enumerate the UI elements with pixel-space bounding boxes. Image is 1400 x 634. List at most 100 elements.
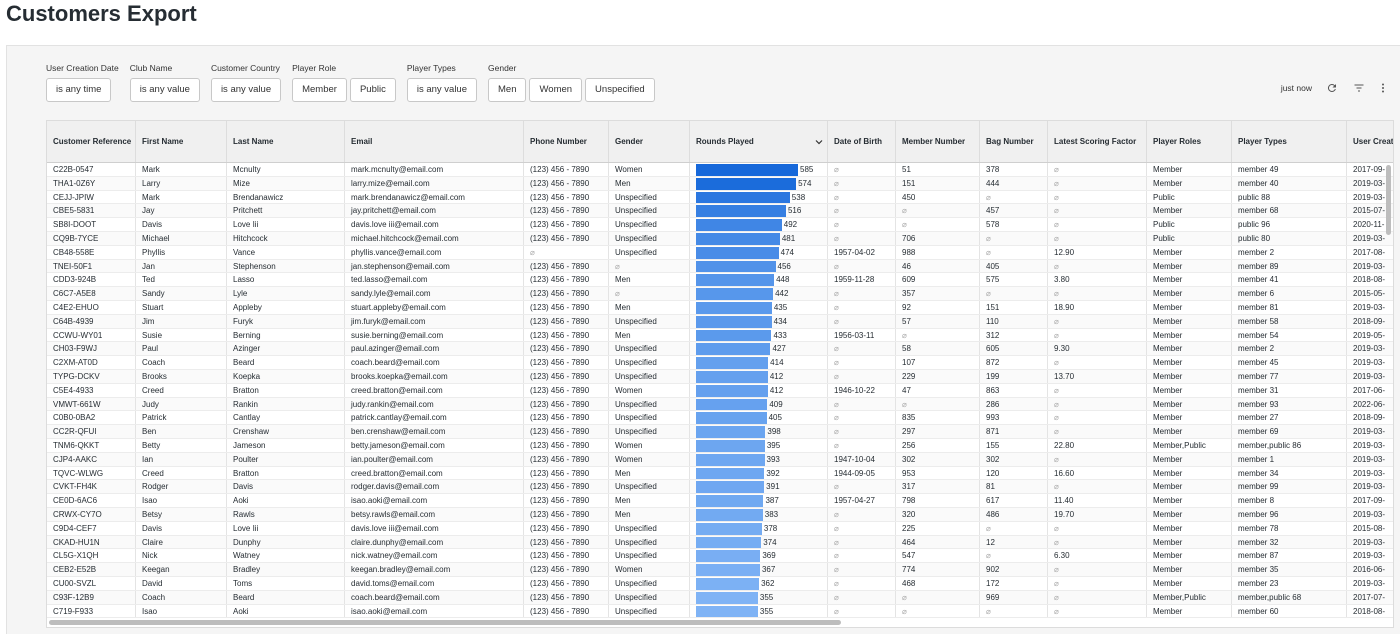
filter-option[interactable]: is any value	[129, 78, 200, 102]
cell: 2019-03-	[1347, 508, 1393, 521]
cell-value: 412	[769, 371, 784, 381]
table-row[interactable]: C64B-4939 Jim Furyk jim.furyk@email.com (123…	[47, 314, 1393, 329]
table-row[interactable]: CE0D-6AC6 Isao Aoki isao.aoki@email.com (123…	[47, 494, 1393, 508]
table-row[interactable]: C22B-0547 Mark Mcnulty mark.mcnulty@email.c…	[47, 163, 1393, 177]
cell: Brendanawicz	[227, 190, 345, 204]
table-row[interactable]: CRWX-CY7O Betsy Rawls betsy.rawls@email.com…	[47, 507, 1393, 522]
filter-icon[interactable]	[1352, 82, 1366, 94]
table-row[interactable]: CB48-558E Phyllis Vance phyllis.vance@email…	[47, 245, 1393, 260]
column-header[interactable]: Gender	[609, 121, 690, 162]
cell: VMWT-661W	[47, 397, 136, 411]
rounds-bar	[696, 426, 766, 438]
filter-option[interactable]: is any time	[46, 78, 112, 102]
table-row[interactable]: CKAD-HU1N Claire Dunphy claire.dunphy@email…	[47, 535, 1393, 550]
filter-option[interactable]: Women	[529, 78, 583, 102]
table-row[interactable]: TNEI-50F1 Jan Stephenson jan.stephenson@ema…	[47, 259, 1393, 274]
table-row[interactable]: C2XM-AT0D Coach Beard coach.beard@email.com…	[47, 356, 1393, 370]
table-row[interactable]: CU00-SVZL David Toms david.toms@email.com (1…	[47, 576, 1393, 591]
cell: ⌀	[609, 287, 690, 300]
table-row[interactable]: CVKT-FH4K Rodger Davis rodger.davis@email.c…	[47, 480, 1393, 495]
cell: 2019-03-	[1347, 301, 1393, 314]
cell: Rodger	[136, 480, 227, 494]
filter-option[interactable]: is any value	[210, 78, 282, 102]
column-header[interactable]: Phone Number	[524, 121, 609, 162]
cell: Koepka	[227, 369, 345, 383]
column-header[interactable]: Member Number	[896, 121, 980, 162]
cell: 578	[980, 218, 1048, 231]
cell: 1946-10-22	[828, 383, 896, 397]
column-header[interactable]: Latest Scoring Factor	[1048, 121, 1147, 162]
filter-option[interactable]: Member	[292, 78, 347, 102]
table-row[interactable]: C5E4-4933 Creed Bratton creed.bratton@email…	[47, 383, 1393, 398]
cell: Men	[609, 494, 690, 507]
table-row[interactable]: CJP4-AAKC Ian Poulter ian.poulter@email.com…	[47, 452, 1393, 467]
cell: ⌀	[980, 287, 1048, 300]
table-row[interactable]: C6C7-A5E8 Sandy Lyle sandy.lyle@email.com (1…	[47, 287, 1393, 301]
cell: ⌀	[1048, 383, 1147, 397]
refresh-icon[interactable]	[1326, 82, 1338, 94]
column-header[interactable]: Email	[345, 121, 524, 162]
table-row[interactable]: C9D4-CEF7 Davis Love Iii davis.love iii@ema…	[47, 521, 1393, 536]
column-header[interactable]: Bag Number	[980, 121, 1048, 162]
cell: member 27	[1232, 411, 1347, 425]
cell: (123) 456 - 7890	[524, 287, 609, 300]
cell: ⌀	[524, 245, 609, 259]
cell-value: 362	[761, 578, 775, 588]
table-row[interactable]: TQVC-WLWG Creed Bratton creed.bratton@email…	[47, 466, 1393, 481]
cell: ⌀	[828, 190, 896, 204]
table-row[interactable]: TYPG-DCKV Brooks Koepka brooks.koepka@email…	[47, 369, 1393, 384]
cell: ⌀	[828, 576, 896, 590]
filter-option[interactable]: Public	[349, 78, 396, 102]
column-header[interactable]: Player Types	[1232, 121, 1347, 162]
table-row[interactable]: CH03-F9WJ Paul Azinger paul.azinger@email.c…	[47, 342, 1393, 357]
filter-option[interactable]: Men	[488, 78, 527, 102]
filter-option[interactable]: Unspecified	[585, 78, 655, 102]
table-row[interactable]: THA1-0Z6Y Larry Mize larry.mize@email.com (1…	[47, 176, 1393, 191]
table-row[interactable]: CQ9B-7YCE Michael Hitchcock michael.hitchco…	[47, 231, 1393, 246]
cell: Mark	[136, 190, 227, 204]
table-row[interactable]: CL5G-X1QH Nick Watney nick.watney@email.com…	[47, 549, 1393, 564]
menu-icon[interactable]	[1380, 82, 1386, 94]
h-scrollbar[interactable]	[49, 620, 841, 625]
table-row[interactable]: CEB2-E52B Keegan Bradley keegan.bradley@ema…	[47, 563, 1393, 577]
table-row[interactable]: CC2R-QFUI Ben Crenshaw ben.crenshaw@email.c…	[47, 425, 1393, 439]
column-header[interactable]: Last Name	[227, 121, 345, 162]
cell: (123) 456 - 7890	[524, 576, 609, 590]
table-row[interactable]: C93F-12B9 Coach Beard coach.beard@email.com…	[47, 590, 1393, 605]
cell: CVKT-FH4K	[47, 480, 136, 494]
filter-options: is any value	[210, 78, 282, 102]
cell-value: 405	[768, 413, 782, 423]
cell: ⌀	[828, 521, 896, 535]
column-header[interactable]: First Name	[136, 121, 227, 162]
table-row[interactable]: C0B0-0BA2 Patrick Cantlay patrick.cantlay@e…	[47, 411, 1393, 426]
cell: Beard	[227, 356, 345, 369]
column-header[interactable]: User Creation	[1347, 121, 1393, 162]
cell: SB8I-DOOT	[47, 218, 136, 231]
table-row[interactable]: SB8I-DOOT Davis Love Iii davis.love iii@ema…	[47, 218, 1393, 232]
cell: member 96	[1232, 507, 1347, 521]
cell: member 31	[1232, 383, 1347, 397]
table-row[interactable]: CEJJ-JPIW Mark Brendanawicz mark.brendanawi…	[47, 190, 1393, 205]
table-row[interactable]: CBE5-5831 Jay Pritchett jay.pritchett@email…	[47, 204, 1393, 219]
cell: mark.mcnulty@email.com	[345, 163, 524, 176]
cell: mark.brendanawicz@email.com	[345, 190, 524, 204]
table-row[interactable]: TNM6-QKKT Betty Jameson betty.jameson@email…	[47, 438, 1393, 453]
column-header[interactable]: Customer Reference	[47, 121, 136, 162]
filter-option[interactable]: is any value	[406, 78, 477, 102]
cell: member 45	[1232, 356, 1347, 369]
v-scrollbar[interactable]	[1386, 165, 1391, 235]
cell: Men	[609, 466, 690, 480]
table-row[interactable]: CCWU-WY01 Susie Berning susie.berning@email…	[47, 328, 1393, 343]
cell: Vance	[227, 245, 345, 259]
table-row[interactable]: C4E2-EHUO Stuart Appleby stuart.appleby@ema…	[47, 300, 1393, 315]
column-header[interactable]: Rounds Played	[690, 121, 828, 162]
column-header[interactable]: Date of Birth	[828, 121, 896, 162]
sort-icon[interactable]	[815, 138, 823, 146]
table-row[interactable]: VMWT-661W Judy Rankin judy.rankin@email.com…	[47, 397, 1393, 412]
table-row[interactable]: CDD3-924B Ted Lasso ted.lasso@email.com (123…	[47, 273, 1393, 288]
table-row[interactable]: C719-F933 Isao Aoki isao.aoki@email.com (123…	[47, 604, 1393, 619]
cell: 12.90	[1048, 245, 1147, 259]
column-header[interactable]: Player Roles	[1147, 121, 1232, 162]
cell: (123) 456 - 7890	[524, 204, 609, 218]
cell: 297	[896, 425, 980, 438]
